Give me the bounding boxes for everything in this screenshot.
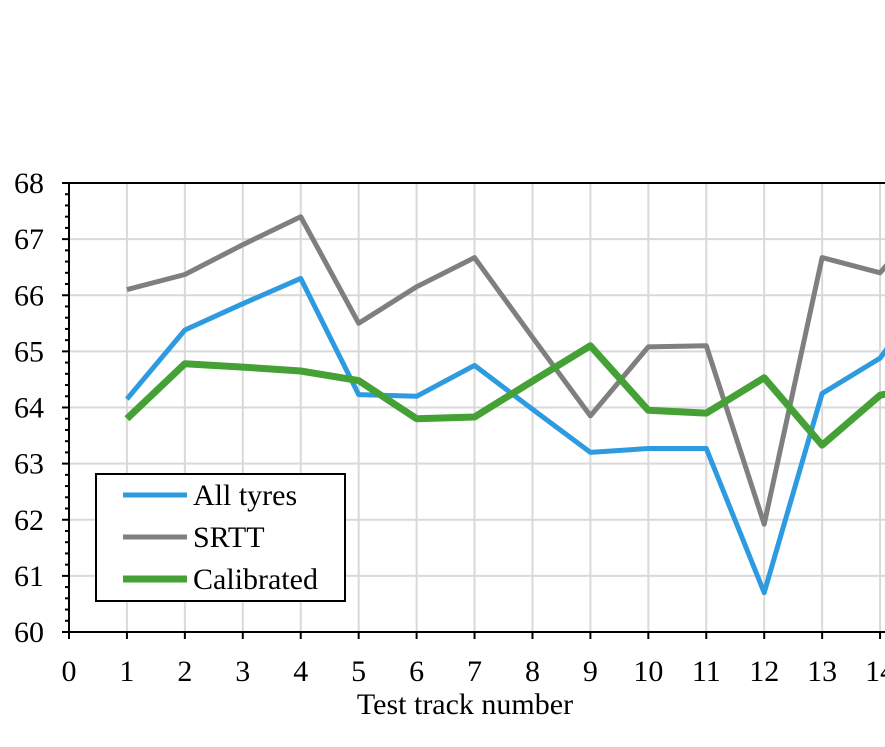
y-tick-label: 68 [14,167,44,200]
x-tick-label: 4 [293,655,308,688]
axes: 6061626364656667680123456789101112131415 [14,167,885,688]
y-tick-label: 63 [14,448,44,481]
x-tick-label: 2 [177,655,192,688]
x-tick-label: 14 [865,655,885,688]
y-tick-label: 66 [14,279,44,312]
x-tick-label: 6 [409,655,424,688]
y-tick-label: 62 [14,504,44,537]
x-tick-label: 3 [235,655,250,688]
series-line-calibrated [124,342,885,449]
y-tick-label: 61 [14,560,44,593]
x-tick-label: 10 [633,655,663,688]
x-axis-title: Test track number [357,688,573,721]
y-tick-label: 64 [14,392,44,425]
x-tick-label: 11 [692,655,721,688]
y-tick-label: 60 [14,616,44,649]
x-tick-label: 7 [467,655,482,688]
x-tick-label: 5 [351,655,366,688]
series-line-srtt [126,214,885,527]
legend: All tyres SRTT Calibrated [95,473,346,602]
series-lines [124,214,885,596]
legend-label-calibrated: Calibrated [193,563,318,596]
series-line-all-tyres [124,275,885,596]
legend-label-all-tyres: All tyres [193,479,297,512]
legend-label-srtt: SRTT [193,521,265,554]
y-tick-label: 67 [14,223,44,256]
x-tick-label: 9 [583,655,598,688]
y-tick-label: 65 [14,335,44,368]
x-tick-label: 1 [119,655,134,688]
x-tick-label: 13 [807,655,837,688]
x-tick-label: 12 [749,655,779,688]
x-tick-label: 8 [525,655,540,688]
x-tick-label: 0 [62,655,77,688]
